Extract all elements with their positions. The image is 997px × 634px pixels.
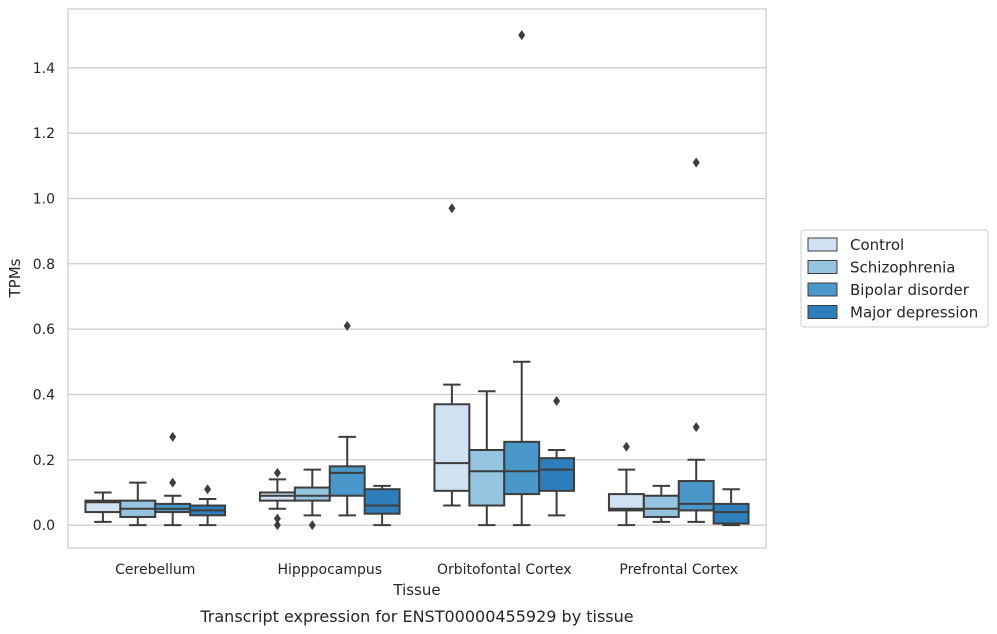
box-bipolar-disorder [328, 320, 366, 517]
x-tick-label: Orbitofontal Cortex [437, 562, 572, 578]
y-tick-label: 0.0 [33, 518, 55, 534]
box-control [607, 441, 645, 527]
box-major-depression [712, 488, 750, 527]
y-tick-label: 0.6 [33, 322, 55, 338]
outlier-point [169, 477, 177, 488]
box-schizophrenia [468, 390, 506, 527]
outlier-point [692, 157, 700, 168]
y-tick-labels: 0.0 0.2 0.4 0.6 0.8 1.0 1.2 1.4 [33, 61, 55, 534]
legend-item: Schizophrenia [807, 259, 955, 277]
x-tick-label: Cerebellum [115, 562, 195, 578]
outlier-point [273, 520, 281, 531]
plot-frame [67, 8, 767, 549]
legend-swatch [807, 237, 838, 252]
grid-lines [68, 67, 766, 526]
iqr-box [468, 449, 506, 507]
outlier-point [622, 441, 630, 452]
legend-label: Control [850, 236, 904, 254]
outlier-point [169, 431, 177, 442]
x-axis-label: Tissue [392, 581, 440, 599]
iqr-box [293, 486, 331, 502]
box-schizophrenia [642, 484, 680, 523]
iqr-box [677, 480, 715, 512]
figure-caption: Transcript expression for ENST0000045592… [199, 607, 633, 626]
y-tick-label: 1.2 [33, 126, 55, 142]
box-major-depression [363, 484, 401, 527]
legend-swatch [807, 305, 838, 319]
x-tick-label: Hipppocampus [277, 562, 382, 578]
x-tick-labels: Cerebellum Hipppocampus Orbitofontal Corte… [115, 562, 738, 578]
iqr-box [433, 403, 471, 492]
iqr-box [328, 465, 366, 497]
y-tick-label: 1.0 [33, 191, 55, 207]
iqr-box [503, 440, 541, 496]
outlier-point [273, 513, 281, 524]
y-tick-label: 0.8 [33, 257, 55, 273]
outlier-point [448, 203, 456, 214]
legend-swatch [807, 260, 838, 274]
box-control [84, 491, 122, 523]
box-bipolar-disorder [154, 431, 192, 527]
outlier-point [553, 396, 561, 406]
iqr-box [363, 488, 401, 515]
y-tick-label: 0.4 [33, 387, 55, 403]
y-axis-label: TPMs [6, 258, 24, 298]
box-bipolar-disorder [503, 30, 541, 527]
outlier-point [343, 320, 351, 331]
legend-item: Bipolar disorder [807, 281, 970, 299]
legend-label: Bipolar disorder [850, 281, 970, 299]
legend-label: Schizophrenia [850, 259, 955, 277]
legend: Control Schizophrenia Bipolar disorder Majo… [800, 229, 989, 328]
outlier-point [692, 422, 700, 433]
outlier-point [204, 484, 212, 495]
box-bipolar-disorder [677, 157, 715, 523]
legend-label: Major depression [850, 304, 978, 322]
box-major-depression [538, 396, 576, 517]
box-schizophrenia [119, 481, 157, 527]
box-control [433, 203, 471, 507]
legend-swatch [807, 282, 838, 297]
outlier-point [308, 520, 316, 531]
iqr-box [712, 502, 750, 525]
box-schizophrenia [293, 468, 331, 531]
legend-item: Control [807, 236, 904, 254]
box-control [258, 467, 296, 531]
x-tick-label: Prefrontal Cortex [619, 562, 738, 578]
legend-item: Major depression [807, 304, 978, 322]
outlier-point [518, 30, 526, 41]
outlier-point [273, 467, 281, 478]
iqr-box [642, 494, 680, 518]
box-groups [84, 30, 750, 531]
box-major-depression [189, 484, 227, 527]
legend-frame [800, 229, 989, 328]
y-tick-label: 0.2 [33, 453, 55, 469]
iqr-box [538, 457, 576, 492]
y-tick-label: 1.4 [33, 61, 55, 77]
